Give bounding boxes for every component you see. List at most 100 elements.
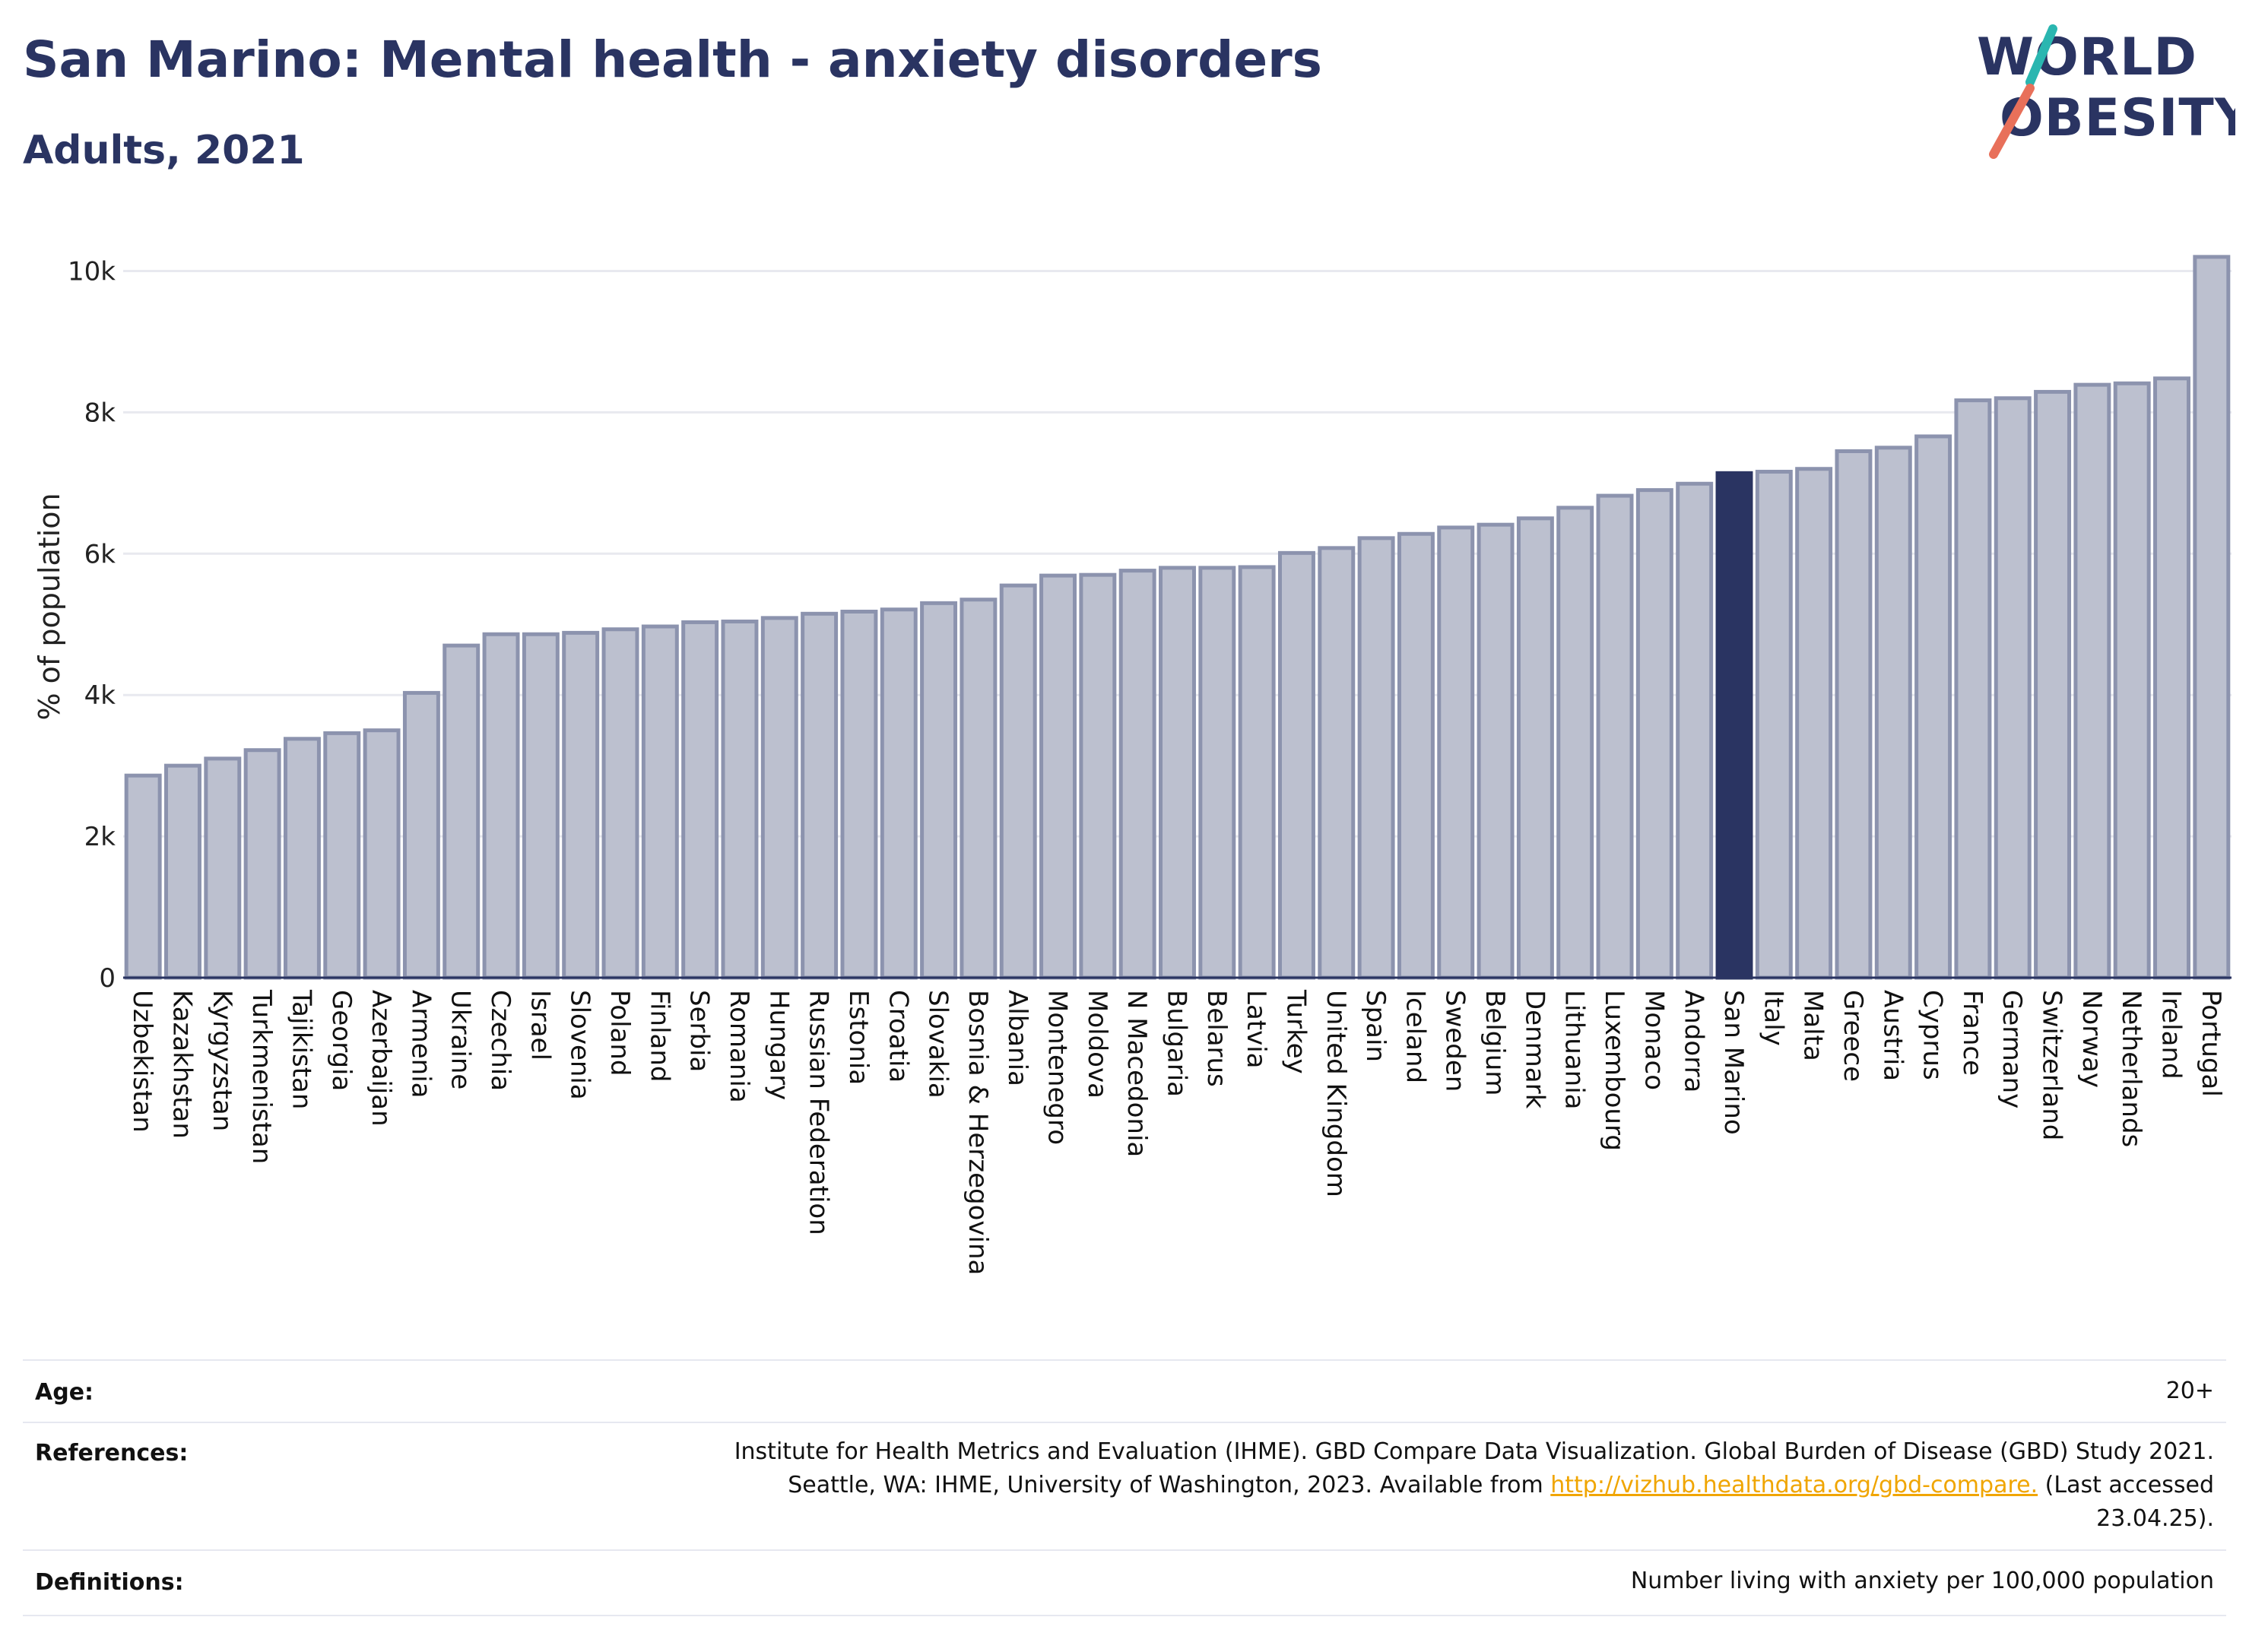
bar-croatia[interactable] bbox=[880, 607, 918, 980]
references-value: Institute for Health Metrics and Evaluat… bbox=[734, 1435, 2214, 1536]
bar-ireland[interactable] bbox=[2153, 376, 2190, 980]
bar-albania[interactable] bbox=[999, 583, 1037, 980]
x-tick-label: Switzerland bbox=[2037, 990, 2067, 1140]
references-label: References: bbox=[35, 1440, 189, 1467]
bar-portugal[interactable] bbox=[2193, 255, 2231, 980]
x-tick-label: N Macedonia bbox=[1121, 990, 1152, 1157]
bar-estonia[interactable] bbox=[840, 610, 878, 980]
references-link[interactable]: http://vizhub.healthdata.org/gbd-compare… bbox=[1550, 1472, 2038, 1498]
bar-bulgaria[interactable] bbox=[1159, 566, 1196, 980]
x-tick-label: Bulgaria bbox=[1162, 990, 1192, 1097]
bar-netherlands[interactable] bbox=[2113, 381, 2151, 980]
references-line3: 23.04.25). bbox=[2096, 1505, 2214, 1532]
x-tick-label: Luxembourg bbox=[1599, 990, 1629, 1151]
x-tick-label: Ukraine bbox=[446, 990, 476, 1089]
bar-malta[interactable] bbox=[1795, 467, 1833, 980]
bar-romania[interactable] bbox=[721, 620, 759, 980]
x-tick-label: Greece bbox=[1838, 990, 1868, 1082]
x-tick-label: Portugal bbox=[2196, 990, 2226, 1097]
logo-slash-teal bbox=[2025, 24, 2057, 87]
bar-slovenia[interactable] bbox=[562, 630, 600, 980]
x-tick-label: Belgium bbox=[1480, 990, 1510, 1096]
references-line1: Institute for Health Metrics and Evaluat… bbox=[734, 1438, 2214, 1465]
bar-chart: 0 2k 4k 6k 8k 10k % of population Uzbekistan Kaz… bbox=[33, 255, 2232, 1275]
x-tick-label: Cyprus bbox=[1918, 990, 1948, 1080]
bar-russian-federation[interactable] bbox=[801, 611, 839, 980]
y-tick-label: 6k bbox=[84, 539, 116, 569]
bar-georgia[interactable] bbox=[323, 731, 361, 980]
bar-norway[interactable] bbox=[2073, 382, 2111, 980]
references-line2-post: (Last accessed bbox=[2044, 1472, 2214, 1498]
bar-czechia[interactable] bbox=[482, 632, 520, 980]
bar-sweden[interactable] bbox=[1437, 525, 1475, 980]
bar-montenegro[interactable] bbox=[1039, 573, 1077, 980]
page-subtitle: Adults, 2021 bbox=[23, 128, 305, 173]
references-line2: Seattle, WA: IHME, University of Washing… bbox=[734, 1469, 2214, 1502]
bar-turkmenistan[interactable] bbox=[243, 748, 281, 980]
x-tick-label: Slovakia bbox=[923, 990, 953, 1099]
info-row-references: References: Institute for Health Metrics… bbox=[23, 1422, 2226, 1551]
x-tick-label: Germany bbox=[1997, 990, 2027, 1108]
x-tick-label: Turkey bbox=[1280, 989, 1311, 1074]
bar-united-kingdom[interactable] bbox=[1318, 546, 1356, 980]
bar-iceland[interactable] bbox=[1397, 531, 1435, 980]
bar-lithuania[interactable] bbox=[1556, 506, 1594, 980]
y-tick-label: 8k bbox=[84, 398, 116, 428]
bar-bosnia-herzegovina[interactable] bbox=[960, 598, 998, 980]
x-tick-label: Israel bbox=[525, 990, 555, 1061]
x-tick-label: Turkmenistan bbox=[246, 989, 277, 1164]
x-tick-label: Slovenia bbox=[565, 990, 595, 1100]
bar-belarus[interactable] bbox=[1198, 566, 1236, 980]
bar-latvia[interactable] bbox=[1238, 565, 1276, 980]
x-tick-label: Armenia bbox=[405, 990, 436, 1099]
bar-slovakia[interactable] bbox=[920, 601, 958, 980]
x-tick-label: France bbox=[1957, 990, 1987, 1076]
bar-luxembourg[interactable] bbox=[1596, 493, 1634, 980]
y-tick-label: 4k bbox=[84, 680, 116, 711]
bar-hungary[interactable] bbox=[760, 616, 798, 980]
bar-austria[interactable] bbox=[1874, 446, 1912, 980]
x-tick-label: Netherlands bbox=[2116, 990, 2146, 1147]
bar-kyrgyzstan[interactable] bbox=[204, 756, 242, 980]
x-tick-label: Serbia bbox=[684, 990, 715, 1072]
bar-monaco[interactable] bbox=[1635, 488, 1673, 980]
bar-belgium[interactable] bbox=[1477, 522, 1515, 980]
bar-azerbaijan[interactable] bbox=[363, 728, 401, 980]
bar-armenia[interactable] bbox=[402, 690, 440, 980]
bar-san-marino[interactable] bbox=[1715, 471, 1753, 980]
x-tick-label: Kyrgyzstan bbox=[207, 990, 237, 1131]
x-tick-label: Ireland bbox=[2156, 990, 2187, 1080]
bar-cyprus[interactable] bbox=[1914, 434, 1952, 980]
bar-ukraine[interactable] bbox=[443, 643, 481, 980]
bar-denmark[interactable] bbox=[1516, 516, 1554, 980]
x-tick-label: Latvia bbox=[1241, 990, 1271, 1069]
x-tick-label: Andorra bbox=[1679, 990, 1709, 1092]
definitions-label: Definitions: bbox=[35, 1569, 184, 1596]
bar-turkey[interactable] bbox=[1277, 550, 1315, 980]
bar-n-macedonia[interactable] bbox=[1118, 569, 1156, 980]
bar-france[interactable] bbox=[1954, 398, 1992, 980]
bar-andorra[interactable] bbox=[1676, 481, 1714, 980]
bar-greece[interactable] bbox=[1835, 449, 1873, 980]
x-tick-label: Iceland bbox=[1400, 990, 1430, 1083]
bar-serbia[interactable] bbox=[681, 620, 719, 980]
bar-spain[interactable] bbox=[1357, 536, 1395, 980]
bar-switzerland[interactable] bbox=[2034, 389, 2072, 980]
bar-germany[interactable] bbox=[1994, 396, 2032, 980]
bar-tajikistan[interactable] bbox=[283, 737, 321, 980]
y-tick-label: 2k bbox=[84, 822, 116, 852]
x-tick-label: Sweden bbox=[1440, 990, 1470, 1092]
bar-poland[interactable] bbox=[601, 627, 639, 980]
bar-kazakhstan[interactable] bbox=[164, 763, 201, 980]
bar-italy[interactable] bbox=[1755, 469, 1793, 980]
y-tick-label: 0 bbox=[99, 963, 116, 994]
x-tick-label: Tajikistan bbox=[286, 989, 316, 1109]
page-title: San Marino: Mental health - anxiety diso… bbox=[23, 30, 1322, 89]
bar-israel[interactable] bbox=[522, 632, 560, 980]
bar-uzbekistan[interactable] bbox=[124, 773, 162, 980]
x-tick-label: Norway bbox=[2076, 990, 2107, 1088]
x-tick-label: Hungary bbox=[763, 990, 794, 1100]
bar-moldova[interactable] bbox=[1079, 572, 1117, 980]
logo-slash-coral bbox=[1989, 84, 2035, 159]
bar-finland[interactable] bbox=[641, 624, 679, 980]
